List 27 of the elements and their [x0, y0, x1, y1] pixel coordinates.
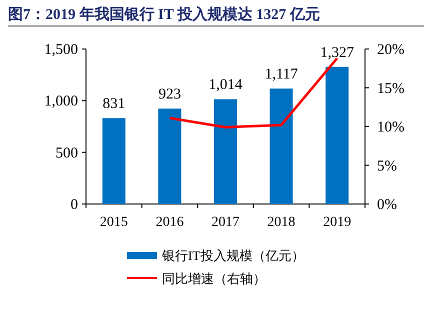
y-tick-label: 1,000 — [44, 94, 78, 110]
data-label: 1,327 — [320, 44, 354, 61]
bar — [270, 88, 293, 204]
legend-label: 银行IT投入规模（亿元） — [161, 248, 304, 263]
x-tick-label: 2017 — [212, 215, 240, 230]
bar — [102, 118, 126, 204]
y2-tick-label: 20% — [377, 42, 404, 58]
bar — [326, 66, 349, 204]
legend-label: 同比增速（右轴） — [162, 271, 266, 286]
bar — [214, 99, 237, 204]
y2-tick-label: 15% — [377, 80, 404, 97]
y-tick-label: 0 — [70, 197, 78, 213]
data-label: 1,117 — [264, 66, 298, 83]
y-tick-label: 1,500 — [44, 42, 78, 58]
x-tick-label: 2015 — [100, 215, 128, 230]
x-tick-label: 2018 — [267, 215, 296, 230]
data-label: 1,014 — [208, 77, 243, 94]
x-tick-label: 2016 — [156, 215, 184, 230]
x-tick-label: 2019 — [323, 215, 352, 230]
data-label: 923 — [158, 86, 181, 103]
y2-tick-label: 5% — [377, 158, 397, 174]
bar — [158, 108, 182, 204]
data-label: 831 — [102, 96, 126, 112]
y2-tick-label: 10% — [377, 120, 404, 136]
y-tick-label: 500 — [56, 145, 78, 162]
y2-tick-label: 0% — [377, 197, 397, 213]
chart-title: 图7：2019 年我国银行 IT 投入规模达 1327 亿元 — [8, 6, 320, 23]
